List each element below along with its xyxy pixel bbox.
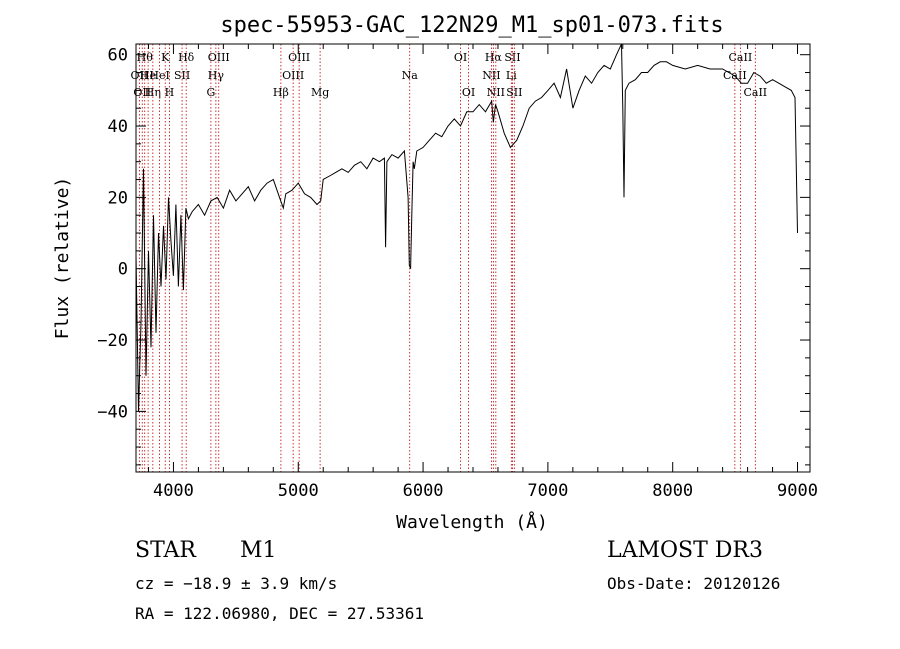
line-marker-label-1: OII [133,86,151,99]
line-marker-label-20: NII [482,69,500,82]
line-marker-label-4: Hη [145,86,161,99]
line-marker-label-9: Hδ [178,51,195,64]
x-tick-label-4: 8000 [652,481,693,501]
line-marker-label-5: HeI [149,69,169,82]
x-tick-label-3: 7000 [527,481,568,501]
survey-name: LAMOST DR3 [607,538,763,563]
axis-ticks: 4000 5000 6000 7000 8000 9000 −40 −20 0 20 40 60 [97,44,818,501]
object-class: STAR [135,538,196,563]
line-marker-label-16: Mg [311,86,329,99]
line-marker-label-23: Li [506,69,517,82]
redshift-cz: cz = −18.9 ± 3.9 km/s [135,574,338,593]
line-markers: OII OII Hθ He Hη HeI K H SII Hδ G Hγ OIII Hβ OIII OIII M… [131,44,767,472]
x-tick-label-1: 5000 [278,481,319,501]
y-tick-label-2: 0 [118,260,128,280]
plot-frame [135,43,811,473]
spectrum-line [135,43,798,412]
y-tick-label-0: −40 [97,402,128,422]
line-marker-label-0: OII [131,69,149,82]
object-subclass: M1 [240,538,277,563]
x-axis-label: Wavelength (Å) [396,511,548,533]
line-marker-label-11: Hγ [208,69,225,82]
line-marker-label-8: SII [174,69,190,82]
line-marker-label-15: OIII [288,51,310,64]
line-marker-label-12: OIII [208,51,230,64]
y-tick-label-1: −20 [97,331,128,351]
line-marker-label-2: Hθ [137,51,154,64]
x-tick-label-2: 6000 [403,481,444,501]
line-marker-label-10: G [206,86,215,99]
y-tick-label-3: 20 [108,188,128,208]
x-tick-label-0: 4000 [153,481,194,501]
line-marker-label-27: CaII [729,51,753,64]
chart-title: spec-55953-GAC_122N29_M1_sp01-073.fits [220,13,723,38]
line-marker-label-3: He [140,69,156,82]
y-axis-label: Flux (relative) [52,177,73,340]
line-marker-label-17: Na [402,69,419,82]
line-marker-label-13: Hβ [273,86,289,99]
line-marker-label-18: OI [454,51,467,64]
line-marker-label-24: SII [504,51,520,64]
coordinates: RA = 122.06980, DEC = 27.53361 [135,604,424,623]
y-tick-label-4: 40 [108,117,128,137]
x-tick-label-5: 9000 [777,481,818,501]
line-marker-label-6: K [161,51,170,64]
y-tick-label-5: 60 [108,46,128,66]
line-marker-label-28: CaII [743,86,767,99]
line-marker-label-21: Hα [485,51,503,64]
line-marker-label-19: OI [462,86,475,99]
line-marker-label-14: OIII [282,69,304,82]
line-marker-label-25: SII [506,86,522,99]
line-marker-label-22: NII [487,86,505,99]
line-marker-label-7: H [165,86,175,99]
obs-date: Obs-Date: 20120126 [607,574,781,593]
